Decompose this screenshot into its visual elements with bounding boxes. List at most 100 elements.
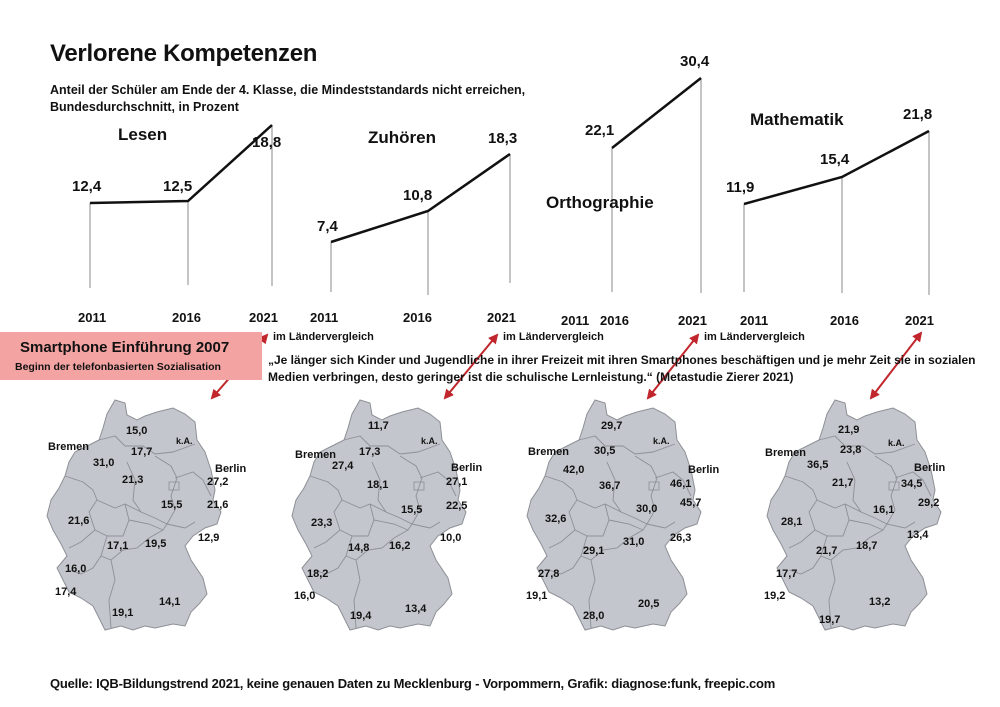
label-mv: k.A. [653, 436, 670, 446]
line-mathematik [743, 129, 930, 206]
label-sl: 19,2 [764, 590, 786, 602]
label-bw: 19,4 [350, 610, 372, 622]
label-bremen: Bremen [528, 446, 569, 458]
label-by: 13,2 [869, 596, 891, 608]
label-hb: 42,0 [563, 464, 585, 476]
laendervergleich-label: im Ländervergleich [704, 331, 805, 343]
label-sh: 21,9 [838, 424, 860, 436]
value-label: 15,4 [820, 151, 850, 168]
arrow-2 [443, 333, 499, 400]
label-sh: 29,7 [601, 420, 623, 432]
value-label: 12,5 [163, 178, 193, 195]
label-bb: 29,2 [918, 497, 940, 509]
label-be: 46,1 [670, 478, 692, 490]
map-zuhoeren [291, 399, 467, 631]
label-nw: 23,3 [311, 517, 333, 529]
label-sn: 26,3 [670, 532, 692, 544]
chart-title-lesen: Lesen [118, 125, 168, 144]
label-bb: 45,7 [680, 497, 702, 509]
label-th: 19,5 [145, 538, 167, 550]
label-berlin: Berlin [688, 464, 720, 476]
value-label: 12,4 [72, 178, 102, 195]
value-label: 22,1 [585, 122, 615, 139]
label-sl: 19,1 [526, 590, 548, 602]
label-he: 14,8 [348, 542, 370, 554]
label-hb: 36,5 [807, 459, 829, 471]
chart-orthographie [611, 78, 702, 293]
year-label: 2016 [600, 313, 629, 328]
study-quote: „Je länger sich Kinder und Jugendliche i… [268, 353, 976, 384]
label-hh: 23,8 [840, 444, 862, 456]
label-he: 29,1 [583, 545, 605, 557]
label-st: 15,5 [161, 499, 183, 511]
label-bremen: Bremen [765, 447, 806, 459]
label-sl: 17,4 [55, 586, 77, 598]
label-nw: 32,6 [545, 513, 567, 525]
label-by: 14,1 [159, 596, 181, 608]
label-sh: 11,7 [368, 420, 389, 432]
label-bb: 21,6 [207, 499, 229, 511]
page-title: Verlorene Kompetenzen [50, 40, 318, 67]
label-rp: 27,8 [538, 568, 560, 580]
label-sl: 16,0 [294, 590, 316, 602]
label-be: 27,2 [207, 476, 229, 488]
label-mv: k.A. [888, 438, 905, 448]
label-nw: 21,6 [68, 515, 90, 527]
smartphone-banner [0, 332, 262, 380]
label-sn: 10,0 [440, 532, 462, 544]
value-label: 18,8 [252, 134, 282, 151]
line-orthographie [611, 77, 702, 149]
label-st: 30,0 [636, 503, 658, 515]
label-berlin: Berlin [451, 462, 483, 474]
label-ni: 21,7 [832, 477, 854, 489]
year-label: 2016 [830, 313, 859, 328]
label-rp: 16,0 [65, 563, 87, 575]
chart-lesen [89, 125, 273, 288]
year-label: 2011 [310, 310, 339, 325]
label-be: 34,5 [901, 478, 923, 490]
year-label: 2021 [249, 310, 278, 325]
label-rp: 17,7 [776, 568, 798, 580]
label-berlin: Berlin [914, 462, 946, 474]
chart-mathematik [743, 131, 930, 295]
label-bremen: Bremen [48, 441, 89, 453]
page-subtitle: Anteil der Schüler am Ende der 4. Klasse… [50, 83, 526, 114]
value-label: 18,3 [488, 130, 518, 147]
label-hb: 31,0 [93, 457, 115, 469]
label-ni: 18,1 [367, 479, 389, 491]
label-sh: 15,0 [126, 425, 148, 437]
value-label: 7,4 [317, 218, 338, 235]
label-ni: 36,7 [599, 480, 621, 492]
label-th: 16,2 [389, 540, 411, 552]
label-hh: 17,3 [359, 446, 381, 458]
label-bw: 19,1 [112, 607, 134, 619]
label-berlin: Berlin [215, 463, 247, 475]
label-st: 16,1 [873, 504, 895, 516]
label-he: 21,7 [816, 545, 838, 557]
label-hh: 17,7 [131, 446, 153, 458]
chart-title-orthographie: Orthographie [546, 193, 654, 212]
banner-title: Smartphone Einführung 2007 [20, 339, 230, 356]
banner-subtitle: Beginn der telefonbasierten Sozialisatio… [15, 361, 221, 373]
line-zuhoeren [330, 152, 511, 244]
label-rp: 18,2 [307, 568, 329, 580]
value-label: 21,8 [903, 106, 933, 123]
label-mv: k.A. [421, 436, 438, 446]
label-be: 27,1 [446, 476, 468, 488]
value-label: 10,8 [403, 187, 433, 204]
year-label: 2016 [172, 310, 201, 325]
year-label: 2011 [561, 313, 590, 328]
label-by: 20,5 [638, 598, 660, 610]
label-th: 18,7 [856, 540, 878, 552]
label-bw: 19,7 [819, 614, 841, 626]
source-note: Quelle: IQB-Bildungstrend 2021, keine ge… [50, 676, 776, 691]
chart-title-zuhoeren: Zuhören [368, 128, 436, 147]
arrow-4 [869, 331, 923, 400]
label-bb: 22,5 [446, 500, 468, 512]
label-th: 31,0 [623, 536, 645, 548]
laendervergleich-label: im Ländervergleich [503, 331, 604, 343]
year-label: 2021 [905, 313, 934, 328]
line-lesen [89, 124, 273, 205]
label-bremen: Bremen [295, 449, 336, 461]
